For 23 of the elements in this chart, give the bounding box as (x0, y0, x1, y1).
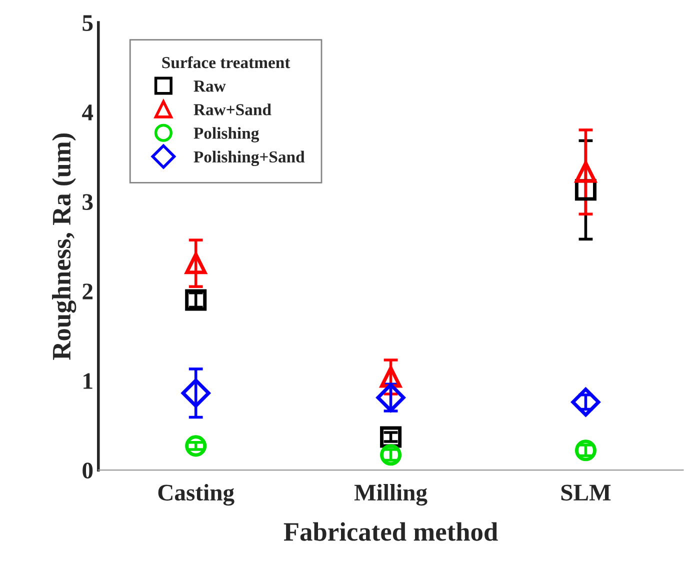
point (574, 440, 596, 462)
legend-label: Polishing+Sand (194, 150, 305, 166)
point (181, 378, 210, 408)
y-tick-label: 0 (82, 462, 93, 479)
y-tick-label: 3 (82, 194, 93, 210)
x-tick-label: SLM (561, 484, 611, 501)
point (574, 161, 596, 183)
y-tick-label: 1 (84, 373, 92, 389)
x-tick-label: Milling (354, 484, 428, 506)
y-axis-title: Roughness, Ra (um) (52, 133, 76, 360)
x-tick-label: Casting (158, 484, 234, 506)
point (380, 444, 402, 466)
x-axis-title: Fabricated method (284, 522, 498, 541)
legend-label: Raw+Sand (194, 104, 272, 116)
y-tick-label: 2 (82, 284, 93, 300)
point (571, 388, 600, 417)
point (185, 435, 207, 457)
legend-label: Polishing (194, 127, 260, 142)
y-tick-label: 5 (82, 15, 93, 31)
legend-title: Surface treatment (162, 56, 290, 68)
legend-label: Raw (194, 80, 226, 92)
y-tick-label: 4 (82, 104, 94, 120)
point (376, 383, 406, 412)
